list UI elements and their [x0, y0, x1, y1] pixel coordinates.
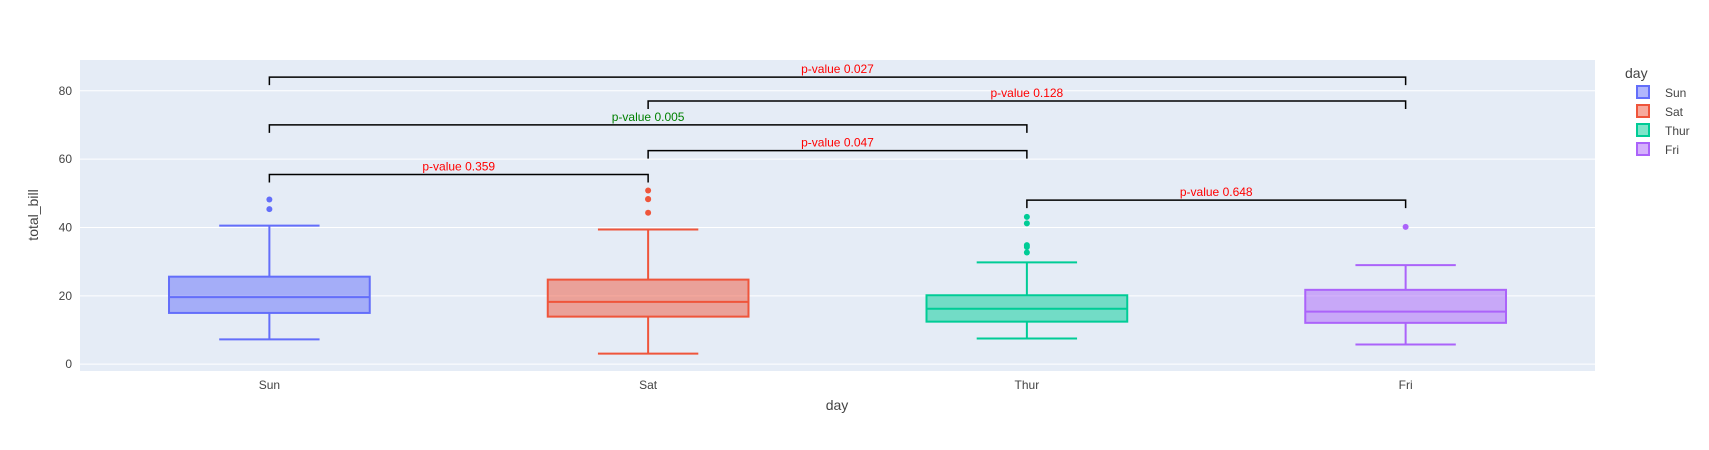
outlier-point	[1023, 220, 1030, 227]
pvalue-label: p-value 0.047	[801, 136, 874, 150]
outlier-point	[1402, 223, 1409, 230]
pvalue-bracket-sat-thur: p-value 0.047	[647, 136, 1028, 159]
bracket-line	[647, 100, 1407, 110]
legend-label: Thur	[1665, 124, 1690, 138]
outlier-point	[645, 187, 652, 194]
pvalue-bracket-sat-fri: p-value 0.128	[647, 86, 1407, 110]
outlier-point	[645, 195, 652, 202]
iqr-box	[546, 278, 750, 318]
pvalue-bracket-thur-fri: p-value 0.648	[1026, 185, 1407, 209]
legend[interactable]: day Sun Sat Thur Fri	[1625, 65, 1690, 157]
y-tick-label: 80	[59, 84, 73, 98]
outlier-point	[645, 209, 652, 216]
legend-swatch	[1636, 104, 1650, 118]
pvalue-annotations: p-value 0.027 p-value 0.128 p-value 0.005 p…	[268, 62, 1407, 209]
outlier-point	[1023, 242, 1030, 249]
pvalue-bracket-sun-thur: p-value 0.005	[268, 110, 1028, 133]
x-axis-title: day	[826, 397, 849, 413]
legend-item-thur[interactable]: Thur	[1636, 123, 1690, 138]
legend-label: Sun	[1665, 86, 1686, 100]
iqr-box	[168, 275, 371, 314]
bracket-line	[268, 124, 1028, 133]
legend-label: Fri	[1665, 143, 1679, 157]
legend-swatch	[1636, 85, 1650, 99]
legend-item-sun[interactable]: Sun	[1636, 85, 1686, 100]
legend-item-sat[interactable]: Sat	[1636, 104, 1684, 119]
box-sun	[168, 196, 371, 341]
legend-label: Sat	[1665, 105, 1684, 119]
iqr-box	[1304, 288, 1507, 324]
y-tick-label: 60	[59, 152, 73, 166]
y-tick-label: 40	[59, 220, 73, 234]
outlier-point	[266, 206, 273, 213]
box-thur	[925, 213, 1129, 340]
boxes	[168, 187, 1507, 355]
plot-background	[80, 60, 1595, 371]
pvalue-bracket-sun-fri: p-value 0.027	[268, 62, 1407, 86]
pvalue-label: p-value 0.648	[1180, 185, 1253, 199]
legend-item-fri[interactable]: Fri	[1636, 142, 1679, 157]
bracket-line	[1026, 199, 1407, 209]
box-fri	[1304, 223, 1507, 346]
legend-swatch	[1636, 142, 1650, 156]
y-axis-title: total_bill	[25, 189, 41, 240]
pvalue-label: p-value 0.359	[422, 159, 495, 173]
pvalue-bracket-sun-sat: p-value 0.359	[268, 159, 649, 183]
outlier-point	[266, 196, 273, 203]
legend-swatch	[1636, 123, 1650, 137]
y-tick-labels: 0 20 40 60 80	[59, 84, 73, 371]
outlier-point	[1023, 213, 1030, 220]
outlier-point	[1023, 249, 1030, 256]
bracket-line	[268, 76, 1407, 86]
pvalue-label: p-value 0.128	[991, 86, 1064, 100]
legend-title: day	[1625, 65, 1648, 81]
x-tick-label-fri: Fri	[1399, 378, 1413, 392]
y-tick-label: 0	[65, 357, 72, 371]
x-tick-label-sun: Sun	[259, 378, 280, 392]
y-tick-label: 20	[59, 289, 73, 303]
pvalue-label: p-value 0.005	[612, 110, 685, 124]
x-tick-label-thur: Thur	[1015, 378, 1040, 392]
box-sat	[546, 187, 750, 355]
x-tick-label-sat: Sat	[639, 378, 658, 392]
x-tick-labels: Sun Sat Thur Fri	[259, 378, 1413, 392]
bracket-line	[647, 149, 1028, 159]
bracket-line	[268, 173, 649, 183]
pvalue-label: p-value 0.027	[801, 62, 874, 76]
